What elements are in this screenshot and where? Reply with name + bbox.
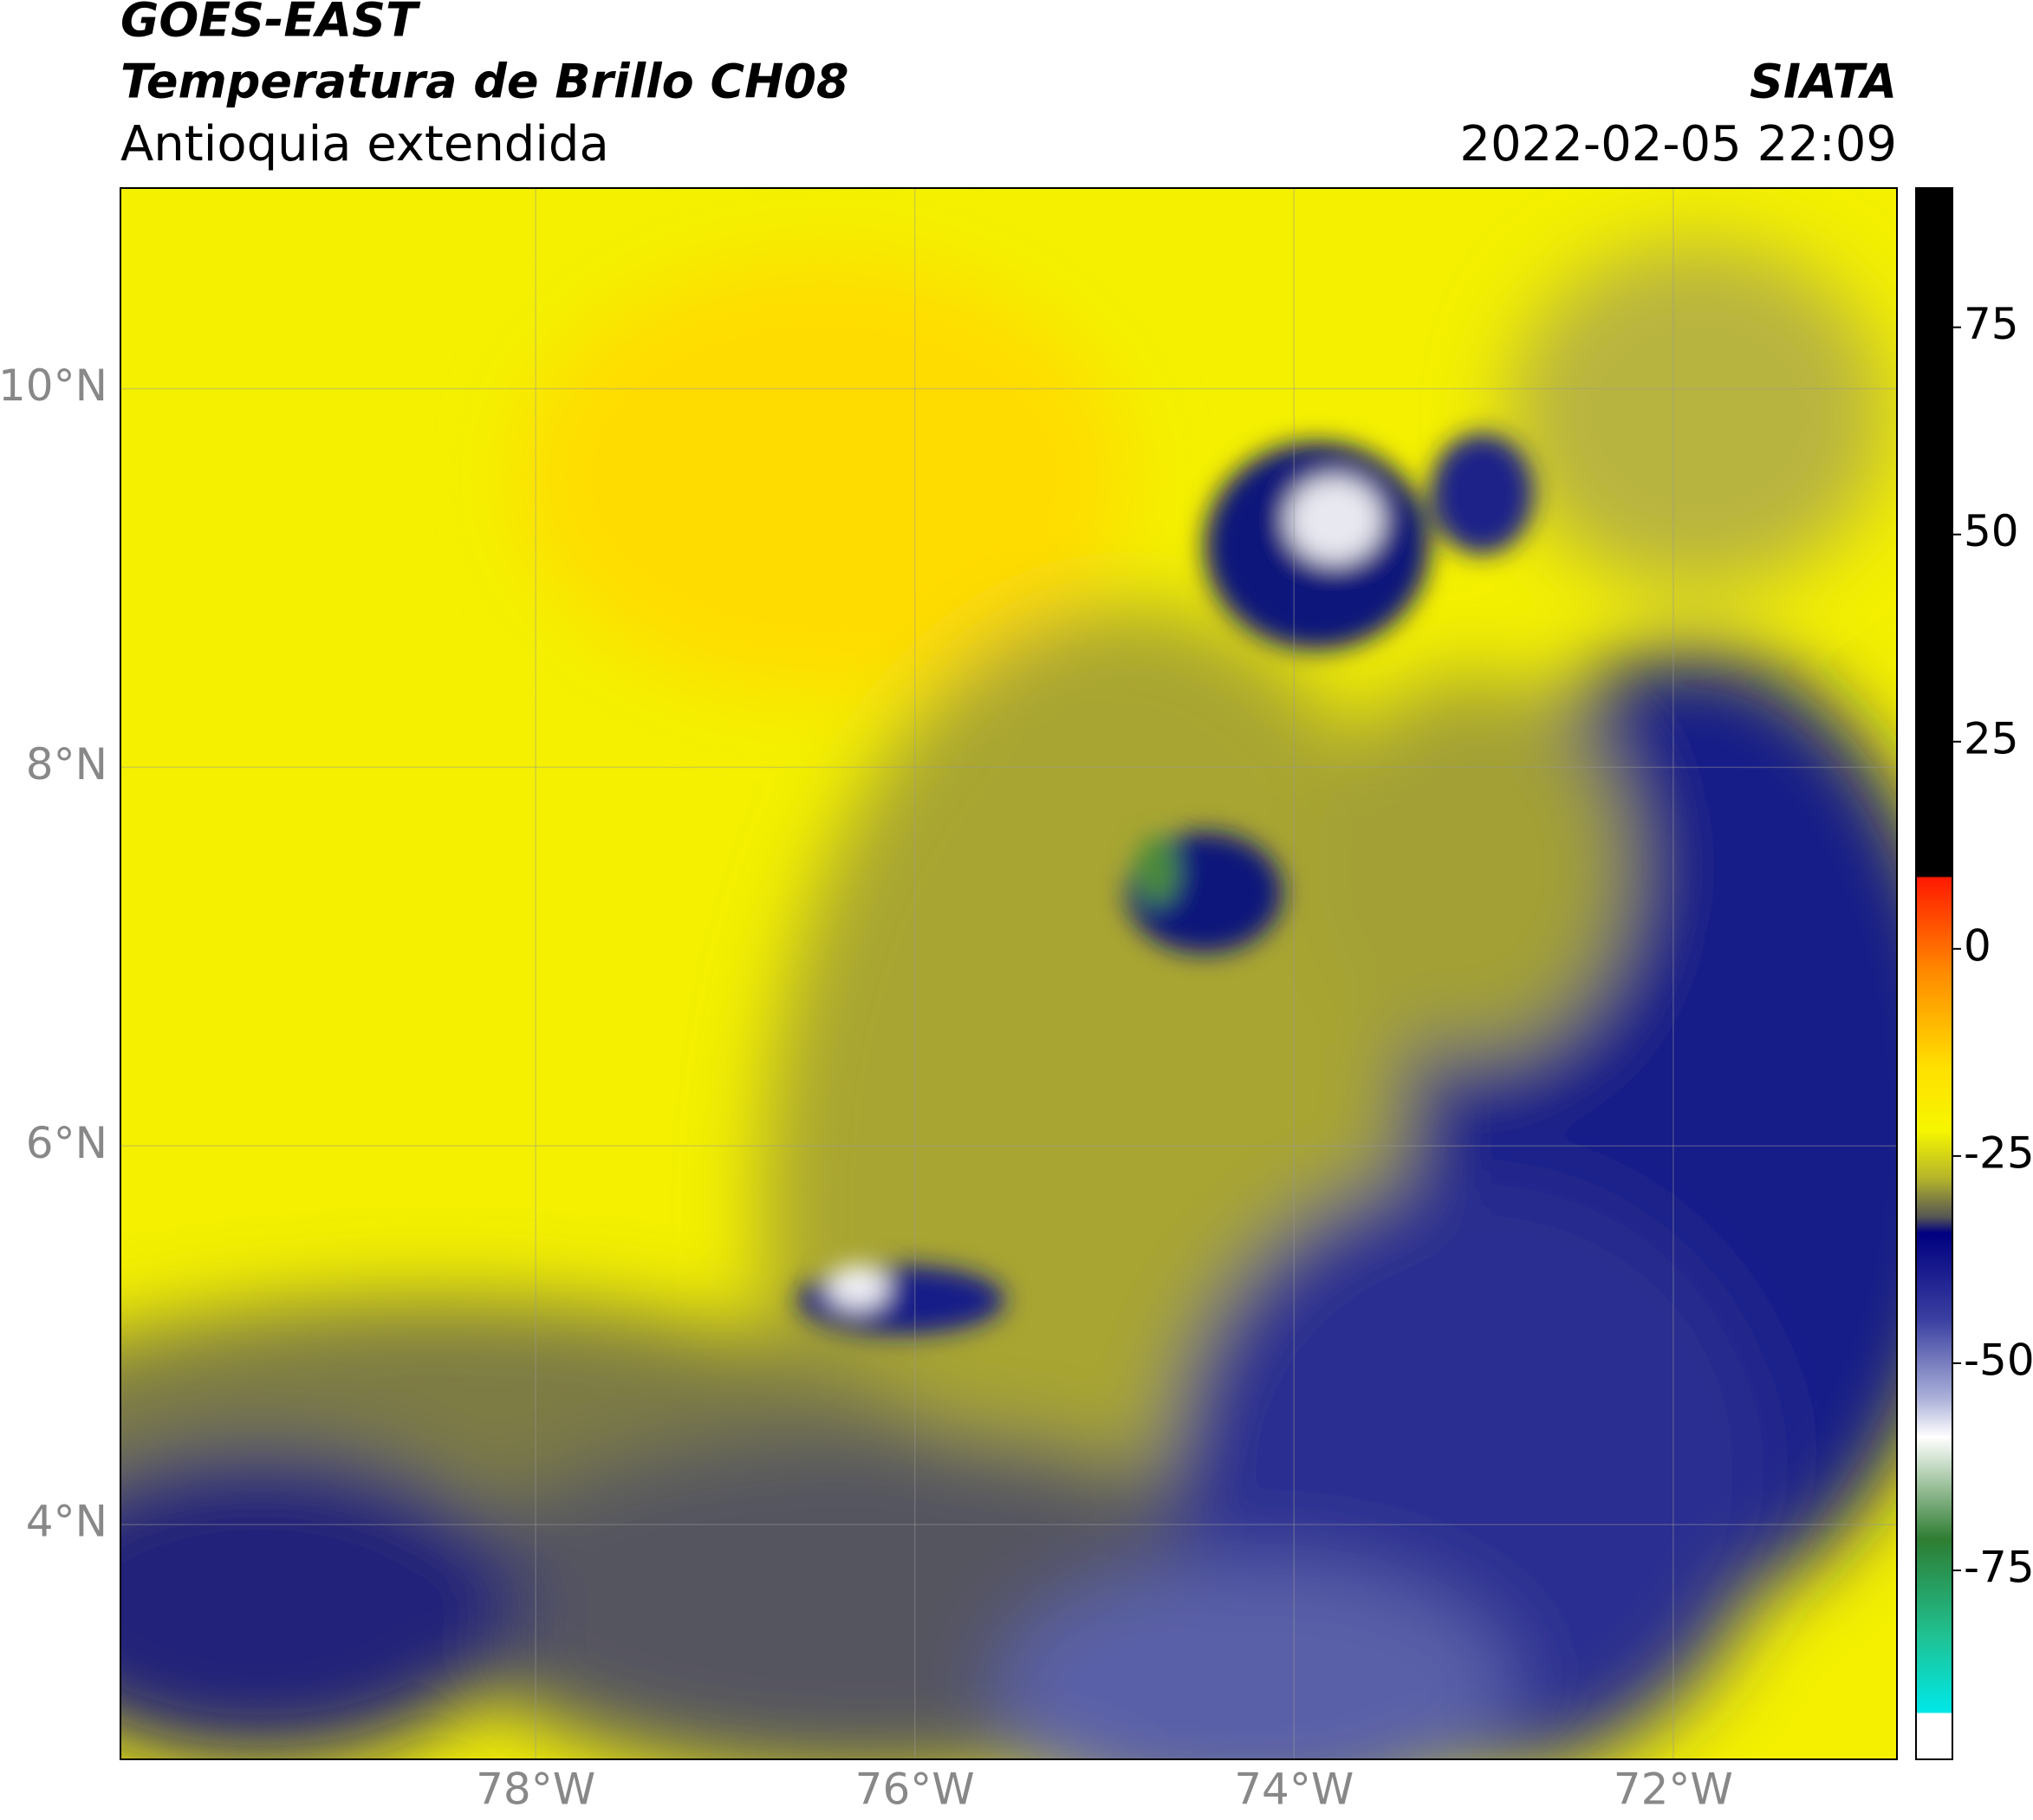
graticule: [120, 188, 1897, 1759]
colorbar-tick-label: 75: [1964, 299, 2019, 349]
map-frame: [120, 187, 1898, 1760]
satellite-image: [120, 188, 1897, 1759]
x-tick-label: 78°W: [476, 1765, 595, 1815]
colorbar-tick-label: -50: [1964, 1335, 2033, 1385]
y-tick-label: 10°N: [0, 361, 107, 411]
timestamp: 2022-02-05 22:09: [1459, 116, 1897, 172]
header: GOES-EAST Temperatura de Brillo CH08 SIA…: [120, 0, 1897, 109]
x-tick-label: 76°W: [855, 1765, 975, 1815]
source: SIATA: [1750, 55, 1897, 109]
region: Antioquia extendida: [120, 116, 609, 172]
colorbar-tick-label: 0: [1964, 920, 1991, 971]
colorbar-tick-label: -75: [1964, 1542, 2033, 1592]
y-tick-label: 4°N: [26, 1497, 107, 1547]
x-tick-label: 74°W: [1234, 1765, 1354, 1815]
colorbar-tick-label: 50: [1964, 506, 2019, 556]
colorbar-tick-label: 25: [1964, 713, 2019, 764]
colorbar-tick-label: -25: [1964, 1128, 2033, 1178]
x-tick-label: 72°W: [1614, 1765, 1733, 1815]
y-tick-label: 8°N: [26, 739, 107, 790]
subtitle: Temperatura de Brillo CH08: [120, 55, 849, 109]
colorbar: [1915, 187, 1953, 1760]
title: GOES-EAST: [120, 0, 421, 48]
y-tick-label: 6°N: [26, 1118, 107, 1168]
